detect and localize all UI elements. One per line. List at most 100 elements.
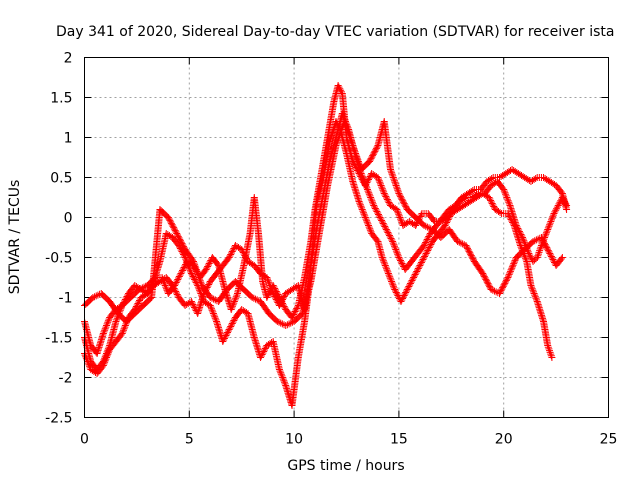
data-point-fill [292, 306, 300, 314]
data-point-fill [162, 283, 170, 291]
data-point-fill [174, 232, 182, 240]
data-point-fill [422, 222, 430, 230]
data-point [403, 286, 411, 293]
data-point [554, 202, 562, 209]
data-point-fill [241, 252, 249, 259]
data-point-fill [208, 294, 216, 302]
data-point-fill [117, 305, 125, 313]
data-point-fill [389, 282, 397, 290]
data-point-fill [279, 294, 287, 302]
data-point-fill [353, 154, 361, 162]
data-point-fill [362, 215, 370, 223]
data-point-fill [367, 195, 375, 203]
data-point-fill [364, 220, 372, 228]
data-point-fill [502, 278, 510, 286]
data-point-fill [269, 288, 277, 296]
data-point-fill [176, 235, 184, 243]
data-point-fill [344, 127, 352, 135]
data-point-fill [195, 285, 203, 293]
data-point-fill [427, 241, 435, 248]
data-point-fill [182, 255, 190, 263]
data-point-fill [503, 194, 511, 201]
data-point-fill [529, 286, 537, 294]
data-point-fill [261, 345, 269, 352]
data-point-fill [392, 182, 400, 189]
data-point-fill [532, 175, 540, 182]
data-point-fill [366, 156, 374, 164]
data-point-fill [101, 357, 109, 365]
data-point-fill [359, 207, 367, 215]
data-point [397, 298, 405, 305]
data-point-fill [185, 263, 193, 271]
data-point-fill [100, 360, 108, 368]
data-point-fill [101, 325, 109, 333]
data-point-fill [133, 301, 141, 309]
data-point-fill [557, 188, 565, 196]
data-point-fill [173, 277, 181, 285]
data-point [238, 246, 246, 253]
data-point-fill [362, 181, 370, 189]
data-point-fill [378, 217, 386, 224]
data-point-fill [341, 119, 349, 127]
data-point-fill [379, 257, 387, 265]
data-point-fill [232, 293, 240, 301]
data-point-fill [397, 217, 405, 225]
data-point-fill [120, 299, 128, 306]
data-point [420, 242, 428, 249]
data-point-fill [549, 213, 557, 221]
data-point-fill [260, 346, 268, 354]
data-point-fill [208, 305, 216, 313]
data-point-fill [360, 210, 368, 218]
data-point-fill [469, 187, 477, 194]
data-point-fill [417, 260, 425, 268]
data-point-fill [414, 265, 422, 272]
data-point-fill [422, 237, 430, 245]
data-point-fill [396, 192, 404, 200]
data-point-fill [279, 374, 287, 381]
x-tick-label: 15 [390, 432, 408, 448]
data-point-fill [179, 241, 187, 249]
data-point-fill [354, 158, 362, 165]
data-point-fill [358, 204, 366, 212]
data-point-fill [122, 294, 130, 302]
data-point-fill [267, 285, 275, 293]
data-point-fill [178, 268, 186, 276]
data-point-fill [84, 359, 92, 367]
data-point [269, 290, 277, 297]
data-point-fill [188, 299, 196, 307]
data-point-fill [343, 124, 351, 132]
data-point-fill [394, 252, 402, 260]
data-point-fill [351, 148, 359, 156]
data-point [206, 294, 214, 301]
data-point-fill [480, 271, 488, 279]
data-point-fill [365, 223, 373, 231]
data-point-fill [409, 275, 417, 283]
data-point-fill [425, 244, 433, 251]
data-point-fill [290, 309, 298, 317]
data-point-fill [352, 150, 360, 157]
data-point-fill [121, 297, 129, 305]
data-point-fill [174, 276, 182, 283]
data-point-fill [103, 320, 111, 328]
data-point-fill [220, 335, 228, 342]
y-tick-label: 0.5 [50, 171, 72, 187]
data-point-fill [82, 353, 90, 361]
data-point-fill [496, 288, 504, 296]
data-point-fill [375, 175, 383, 183]
data-point-fill [347, 137, 355, 145]
data-point-fill [499, 282, 507, 290]
data-point-fill [342, 121, 350, 129]
data-point [257, 354, 265, 361]
data-point-fill [120, 325, 128, 333]
data-point-fill [232, 294, 240, 302]
data-point-fill [386, 274, 394, 282]
data-point-fill [167, 218, 175, 226]
data-point-fill [365, 190, 373, 198]
data-point-fill [161, 282, 169, 289]
data-point-fill [533, 296, 541, 304]
data-point-fill [378, 185, 386, 193]
data-point-fill [238, 247, 246, 255]
data-point-fill [396, 255, 404, 263]
data-point-fill [463, 244, 471, 252]
data-point-fill [279, 375, 287, 383]
